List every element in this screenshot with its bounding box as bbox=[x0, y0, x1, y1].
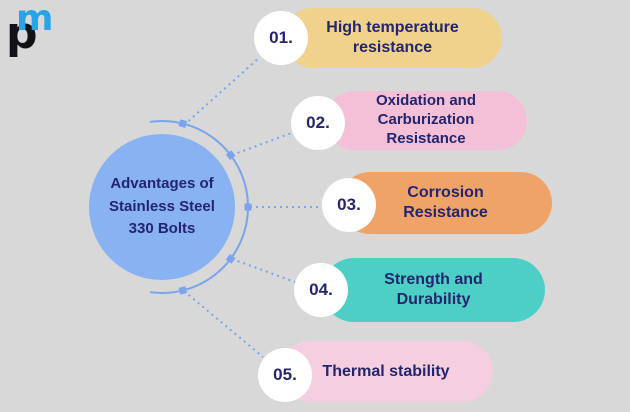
advantage-label-5: Thermal stability bbox=[322, 362, 450, 380]
arc-node-3 bbox=[244, 203, 252, 211]
advantage-pill-2: Oxidation and Carburization Resistance bbox=[325, 91, 527, 150]
brand-logo: p m bbox=[6, 0, 54, 59]
advantage-pill-4: Strength and Durability bbox=[322, 258, 545, 322]
dotted-line-2 bbox=[231, 131, 295, 156]
logo-letter-p: p bbox=[6, 8, 38, 59]
arc-node-1 bbox=[178, 119, 188, 128]
arc-node-5 bbox=[178, 286, 188, 295]
dotted-line-1 bbox=[183, 56, 261, 126]
advantage-label-4: Strength and Durability bbox=[384, 271, 483, 308]
dotted-line-4 bbox=[231, 258, 296, 283]
number-badge-3: 03. bbox=[322, 178, 376, 232]
number-badge-5: 05. bbox=[258, 348, 312, 402]
arc-node-2 bbox=[225, 150, 236, 161]
central-topic-title: Advantages of Stainless Steel 330 Bolts bbox=[109, 175, 215, 238]
arc-node-4 bbox=[225, 253, 236, 264]
number-label-4: 04. bbox=[309, 280, 333, 299]
number-badge-2: 02. bbox=[291, 96, 345, 150]
number-label-5: 05. bbox=[273, 365, 297, 384]
number-label-2: 02. bbox=[306, 113, 330, 132]
advantage-pill-5: Thermal stability bbox=[279, 341, 493, 402]
advantage-pill-1: High temperature resistance bbox=[283, 8, 502, 68]
advantage-label-2: Oxidation and Carburization Resistance bbox=[375, 92, 476, 147]
dotted-line-5 bbox=[183, 290, 264, 358]
central-topic-circle: Advantages of Stainless Steel 330 Bolts bbox=[89, 134, 235, 280]
number-badge-1: 01. bbox=[254, 11, 308, 65]
number-label-1: 01. bbox=[269, 28, 293, 47]
number-label-3: 03. bbox=[337, 195, 361, 214]
logo-letter-m: m bbox=[16, 0, 54, 39]
advantage-label-1: High temperature resistance bbox=[326, 19, 459, 56]
advantage-label-3: Corrosion Resistance bbox=[403, 184, 488, 221]
number-badge-4: 04. bbox=[294, 263, 348, 317]
